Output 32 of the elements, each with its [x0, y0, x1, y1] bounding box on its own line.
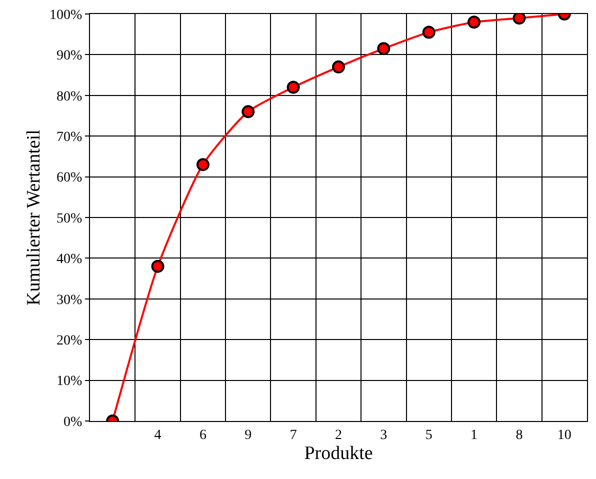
y-tick-label: 60% — [56, 170, 83, 186]
point — [286, 80, 300, 94]
point — [332, 60, 345, 74]
x-tick-label: 2 — [335, 428, 342, 443]
x-tick-label: 6 — [199, 428, 206, 443]
y-axis-title: Kumulierter Wertanteil — [23, 130, 44, 306]
x-tick-label: 7 — [290, 428, 297, 443]
point — [196, 158, 210, 172]
x-tick-label: 8 — [516, 428, 523, 443]
y-tick-label: 70% — [56, 130, 83, 145]
x-axis-title: Produkte — [304, 442, 373, 464]
y-tick-label: 40% — [56, 252, 83, 268]
y-tick-label: 90% — [56, 48, 83, 64]
point — [377, 42, 390, 56]
y-tick-label: 20% — [56, 334, 83, 348]
point — [422, 26, 436, 39]
x-tick-label: 9 — [244, 428, 252, 443]
point — [512, 14, 526, 25]
y-tick-label: 0% — [64, 414, 83, 430]
point — [151, 260, 164, 273]
x-tick-label: 10 — [557, 428, 572, 443]
point — [468, 16, 481, 29]
x-tick-label: 5 — [425, 428, 432, 443]
x-tick-label: 4 — [154, 428, 162, 443]
y-tick-label: 10% — [56, 374, 83, 390]
x-tick-label: 1 — [470, 428, 478, 443]
point — [242, 105, 255, 118]
y-tick-label: 100% — [50, 8, 83, 23]
y-tick-label: 80% — [56, 89, 83, 104]
y-tick-label: 30% — [56, 292, 83, 308]
y-tick-label: 50% — [56, 211, 83, 226]
x-tick-label: 3 — [380, 428, 388, 443]
